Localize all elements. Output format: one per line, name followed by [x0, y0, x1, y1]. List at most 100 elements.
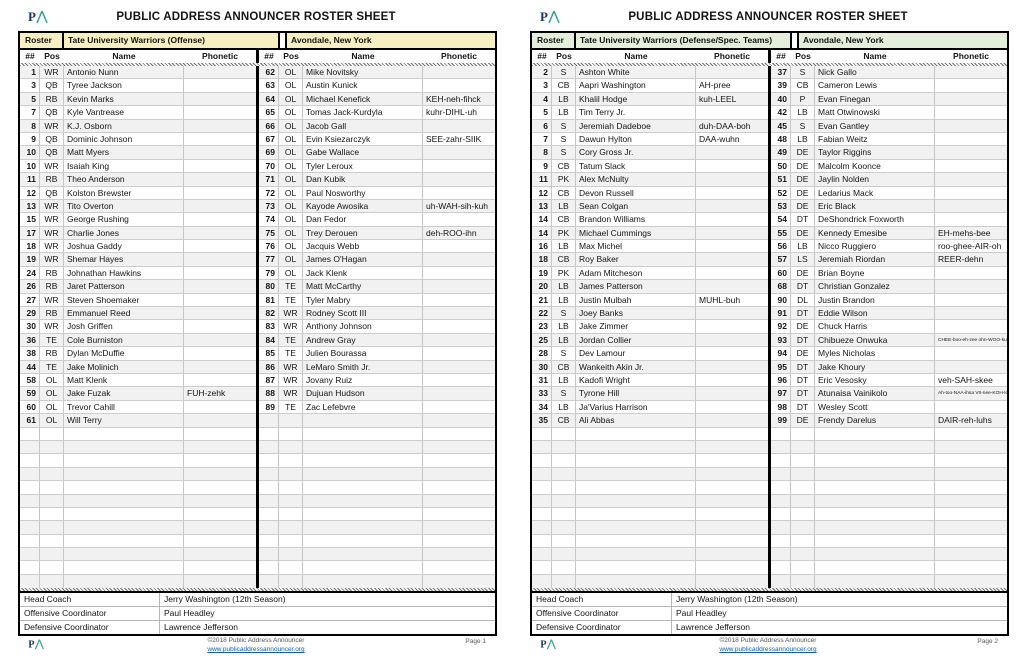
roster-row: 51 DE Jaylin Nolden: [771, 173, 1007, 187]
position: [552, 467, 576, 481]
jersey-number: [259, 548, 279, 561]
position: TE: [279, 333, 303, 347]
jersey-number: 18: [532, 253, 552, 266]
phonetic: [935, 468, 1007, 480]
position: DT: [791, 333, 815, 347]
jersey-number: [771, 534, 791, 548]
player-name: Chuck Harris: [815, 320, 935, 333]
player-name: Emmanuel Reed: [64, 307, 184, 320]
phonetic: [423, 160, 495, 172]
player-name: Dan Kubik: [303, 173, 423, 186]
position: DT: [791, 307, 815, 320]
player-name: Christian Gonzalez: [815, 280, 935, 293]
player-name: Dawun Hylton: [576, 132, 696, 146]
jersey-number: 10: [20, 146, 40, 159]
roster-row: [771, 440, 1007, 455]
position: OL: [279, 132, 303, 146]
position: WR: [40, 159, 64, 173]
player-name: Adam Mitcheson: [576, 266, 696, 280]
player-name: Jacob Gall: [303, 119, 423, 132]
phonetic: [423, 307, 495, 319]
position: OL: [279, 66, 303, 79]
col-name-header: Name: [624, 51, 648, 61]
player-name: Matt Myers: [64, 146, 184, 159]
phonetic: duh-DAA-boh: [699, 120, 751, 131]
hatch-divider: [532, 588, 1007, 592]
jersey-number: [532, 481, 552, 494]
svg-text:P: P: [540, 9, 548, 24]
position: DT: [791, 213, 815, 226]
opponent-name: Avondale, New York: [291, 35, 372, 45]
phonetic: [423, 173, 495, 185]
hatch-divider: [20, 63, 495, 66]
roster-column-left: 2 S Ashton White 3 CB Aapri Washington AH-pree…: [532, 66, 771, 589]
position: [279, 561, 303, 574]
position: DE: [791, 159, 815, 173]
col-phonetic-header: Phonetic: [441, 51, 477, 61]
page-1: P PUBLIC ADDRESS ANNOUNCER ROSTER SHEET …: [18, 9, 497, 653]
roster-row: [20, 507, 256, 522]
player-name: [64, 427, 184, 440]
position: DT: [791, 400, 815, 414]
position: WR: [40, 240, 64, 253]
position: [40, 427, 64, 440]
jersey-number: 84: [259, 333, 279, 347]
phonetic: [423, 79, 495, 91]
website-link[interactable]: www.publicaddressannouncer.org: [207, 646, 305, 653]
roster-row: 62 OL Mike Novitsky: [259, 66, 495, 80]
player-name: James O'Hagan: [303, 253, 423, 266]
jersey-number: 83: [259, 320, 279, 333]
position: [791, 574, 815, 589]
phonetic: [184, 120, 256, 132]
phonetic: [935, 133, 1007, 145]
jersey-number: 61: [20, 414, 40, 427]
roster-row: 34 LB Ja'Varius Harrison: [532, 400, 768, 415]
position: [279, 481, 303, 494]
player-name: Wankeith Akin Jr.: [576, 360, 696, 373]
phonetic: [184, 347, 256, 359]
website-link[interactable]: www.publicaddressannouncer.org: [719, 646, 817, 653]
roster-label: Roster: [20, 33, 64, 48]
phonetic: [935, 267, 1007, 279]
jersey-number: [771, 481, 791, 494]
player-name: [576, 548, 696, 561]
phonetic: [184, 508, 256, 520]
roster-row: 96 DT Eric Vesosky veh-SAH-skee: [771, 373, 1007, 388]
roster-row: 3 QB Tyree Jackson: [20, 79, 256, 93]
position: [279, 548, 303, 561]
staff-name: Jerry Washington (12th Season): [164, 594, 286, 605]
position: [552, 440, 576, 454]
copyright-text: ©2018 Public Address Announcer: [719, 637, 817, 644]
staff-role: Head Coach: [532, 593, 672, 607]
position: [791, 534, 815, 548]
phonetic: [696, 454, 768, 466]
position: P: [791, 92, 815, 106]
player-name: Jack Klenk: [303, 266, 423, 280]
player-name: James Patterson: [576, 280, 696, 293]
phonetic: [423, 575, 495, 588]
player-name: [576, 454, 696, 467]
roster-row: 9 CB Tatum Slack: [532, 159, 768, 174]
jersey-number: 11: [532, 173, 552, 186]
phonetic: [935, 160, 1007, 172]
phonetic: [423, 548, 495, 560]
jersey-number: [20, 454, 40, 467]
page-title: PUBLIC ADDRESS ANNOUNCER ROSTER SHEET: [628, 11, 908, 23]
roster-row: 82 WR Rodney Scott III: [259, 307, 495, 321]
roster-row: [20, 561, 256, 575]
jersey-number: 8: [20, 119, 40, 132]
position: [279, 521, 303, 534]
roster-row: [771, 574, 1007, 589]
jersey-number: 9: [532, 159, 552, 173]
player-name: DeShondrick Foxworth: [815, 213, 935, 226]
position: QB: [40, 146, 64, 159]
roster-row: 58 OL Matt Klenk: [20, 373, 256, 388]
roster-row: 68 DT Christian Gonzalez: [771, 280, 1007, 294]
jersey-number: [20, 481, 40, 494]
roster-row: 6 S Jeremiah Dadeboe duh-DAA-boh: [532, 119, 768, 133]
jersey-number: 58: [20, 373, 40, 387]
position: OL: [279, 173, 303, 186]
roster-row: [20, 454, 256, 468]
player-name: Eric Black: [815, 199, 935, 213]
jersey-number: [532, 467, 552, 481]
